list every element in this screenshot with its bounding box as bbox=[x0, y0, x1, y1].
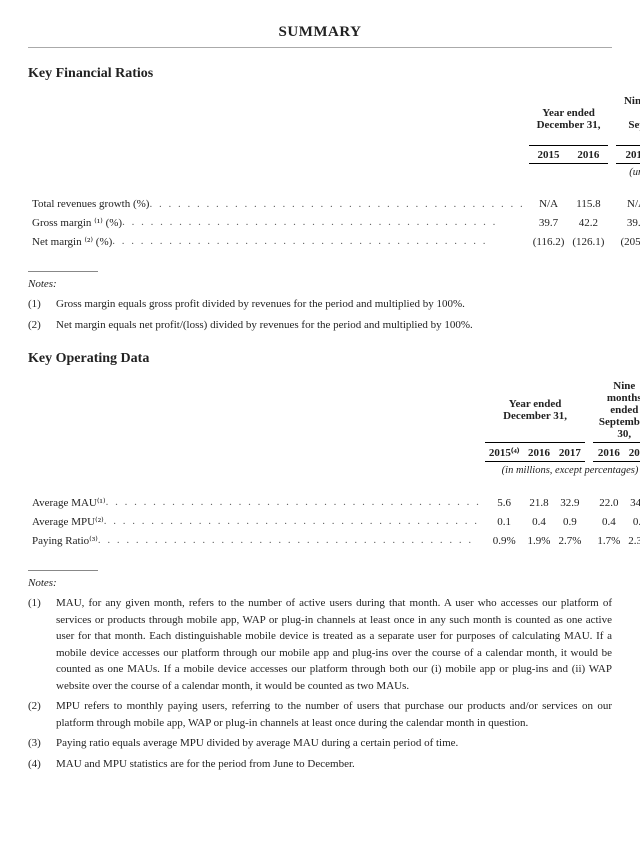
cell: 22.0 bbox=[593, 493, 624, 512]
cell: 0.9% bbox=[485, 531, 524, 550]
notes-label: Notes: bbox=[28, 278, 612, 290]
notes-divider bbox=[28, 271, 98, 272]
note-num: (2) bbox=[28, 317, 56, 334]
note-text: MAU and MPU statistics are for the perio… bbox=[56, 756, 612, 773]
col-2017b-2: 2017 bbox=[624, 443, 640, 462]
table-row: Average MPU⁽²⁾ 0.1 0.4 0.9 0.4 0.8 bbox=[28, 512, 640, 531]
cell: 39.6 bbox=[616, 213, 640, 232]
cell: (205.7) bbox=[616, 232, 640, 251]
cell: 2.3% bbox=[624, 531, 640, 550]
col-group-nine-months-2: Nine months ended September 30, bbox=[593, 377, 640, 443]
cell: N/A bbox=[616, 195, 640, 213]
cell: 5.6 bbox=[485, 493, 524, 512]
note-text: Net margin equals net profit/(loss) divi… bbox=[56, 317, 612, 334]
cell: N/A bbox=[529, 195, 569, 213]
cell: 0.4 bbox=[524, 512, 555, 531]
row-label: Net margin ⁽²⁾ (%) bbox=[32, 235, 112, 248]
col-2016b-2: 2016 bbox=[593, 443, 624, 462]
row-label: Gross margin ⁽¹⁾ (%) bbox=[32, 216, 122, 229]
cell: (126.1) bbox=[568, 232, 608, 251]
note-item: (3) Paying ratio equals average MPU divi… bbox=[28, 735, 612, 752]
cell: 1.7% bbox=[593, 531, 624, 550]
col-2016b: 2016 bbox=[616, 146, 640, 164]
cell: 39.7 bbox=[529, 213, 569, 232]
note-num: (2) bbox=[28, 698, 56, 731]
note-item: (2) Net margin equals net profit/(loss) … bbox=[28, 317, 612, 334]
section-financial-ratios-title: Key Financial Ratios bbox=[28, 66, 612, 82]
operating-data-table: Year ended December 31, Nine months ende… bbox=[28, 377, 640, 550]
cell: 32.9 bbox=[554, 493, 585, 512]
col-group-year-ended-2: Year ended December 31, bbox=[485, 377, 586, 443]
table-row: Average MAU⁽¹⁾ 5.6 21.8 32.9 22.0 34.0 bbox=[28, 493, 640, 512]
cell: 42.2 bbox=[568, 213, 608, 232]
note-item: (4) MAU and MPU statistics are for the p… bbox=[28, 756, 612, 773]
col-group-nine-months: Nine months ended September 30, bbox=[616, 92, 640, 146]
section-operating-data-title: Key Operating Data bbox=[28, 351, 612, 367]
note-num: (1) bbox=[28, 296, 56, 313]
cell: 34.0 bbox=[624, 493, 640, 512]
unaudited-note: (unaudited) bbox=[616, 164, 640, 182]
financial-ratios-table: Year ended December 31, Nine months ende… bbox=[28, 92, 640, 251]
col-2015-2: 2015⁽⁴⁾ bbox=[485, 443, 524, 462]
col-2017a-2: 2017 bbox=[554, 443, 585, 462]
col-group-year-ended: Year ended December 31, bbox=[529, 92, 609, 146]
col-2015: 2015 bbox=[529, 146, 569, 164]
note-num: (1) bbox=[28, 595, 56, 694]
row-label: Average MPU⁽²⁾ bbox=[32, 515, 104, 528]
cell: 2.7% bbox=[554, 531, 585, 550]
note-item: (1) Gross margin equals gross profit div… bbox=[28, 296, 612, 313]
cell: (116.2) bbox=[529, 232, 569, 251]
note-num: (4) bbox=[28, 756, 56, 773]
cell: 115.8 bbox=[568, 195, 608, 213]
cell: 0.9 bbox=[554, 512, 585, 531]
cell: 0.1 bbox=[485, 512, 524, 531]
note-text: Gross margin equals gross profit divided… bbox=[56, 296, 612, 313]
notes-divider-2 bbox=[28, 570, 98, 571]
note-text: MPU refers to monthly paying users, refe… bbox=[56, 698, 612, 731]
cell: 21.8 bbox=[524, 493, 555, 512]
cell: 0.8 bbox=[624, 512, 640, 531]
note-text: Paying ratio equals average MPU divided … bbox=[56, 735, 612, 752]
table-row: Gross margin ⁽¹⁾ (%) 39.7 42.2 39.6 44.2 bbox=[28, 213, 640, 232]
page-title: SUMMARY bbox=[28, 24, 612, 48]
note-text: MAU, for any given month, refers to the … bbox=[56, 595, 612, 694]
units-note: (in millions, except percentages) bbox=[485, 462, 640, 480]
table-row: Net margin ⁽²⁾ (%) (116.2) (126.1) (205.… bbox=[28, 232, 640, 251]
notes-label-2: Notes: bbox=[28, 577, 612, 589]
col-2016a: 2016 bbox=[568, 146, 608, 164]
row-label: Total revenues growth (%) bbox=[32, 198, 149, 210]
cell: 0.4 bbox=[593, 512, 624, 531]
col-2016a-2: 2016 bbox=[524, 443, 555, 462]
note-item: (2) MPU refers to monthly paying users, … bbox=[28, 698, 612, 731]
row-label: Paying Ratio⁽³⁾ bbox=[32, 534, 98, 547]
cell: 1.9% bbox=[524, 531, 555, 550]
table-row: Paying Ratio⁽³⁾ 0.9% 1.9% 2.7% 1.7% 2.3% bbox=[28, 531, 640, 550]
note-num: (3) bbox=[28, 735, 56, 752]
table-row: Total revenues growth (%) N/A 115.8 N/A … bbox=[28, 195, 640, 213]
row-label: Average MAU⁽¹⁾ bbox=[32, 496, 106, 509]
note-item: (1) MAU, for any given month, refers to … bbox=[28, 595, 612, 694]
